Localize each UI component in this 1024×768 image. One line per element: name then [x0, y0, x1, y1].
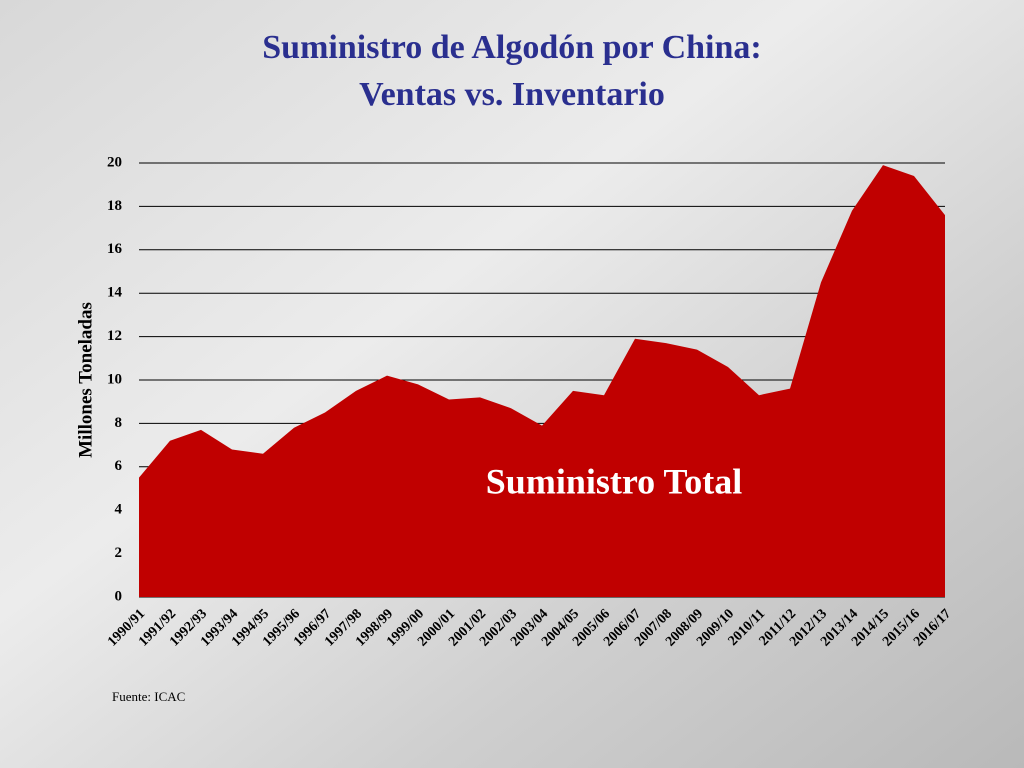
area: [139, 165, 945, 598]
y-tick-label: 14: [107, 285, 123, 301]
y-tick-label: 2: [115, 545, 123, 561]
y-tick-label: 4: [115, 502, 123, 518]
chart-title: Suministro de Algodón por China:: [262, 29, 761, 66]
y-tick-label: 0: [115, 588, 123, 604]
y-tick-label: 10: [107, 371, 122, 387]
chart-title: Ventas vs. Inventario: [359, 76, 665, 113]
y-tick-label: 8: [115, 415, 123, 431]
y-tick-label: 6: [115, 458, 123, 474]
y-tick-label: 12: [107, 328, 122, 344]
y-axis-label: Millones Toneladas: [75, 302, 96, 458]
source: Fuente: ICAC: [112, 689, 185, 704]
y-tick-label: 16: [107, 241, 123, 257]
annotation: Suministro Total: [486, 461, 742, 501]
y-tick-label: 18: [107, 198, 122, 214]
y-tick-label: 20: [107, 154, 122, 170]
